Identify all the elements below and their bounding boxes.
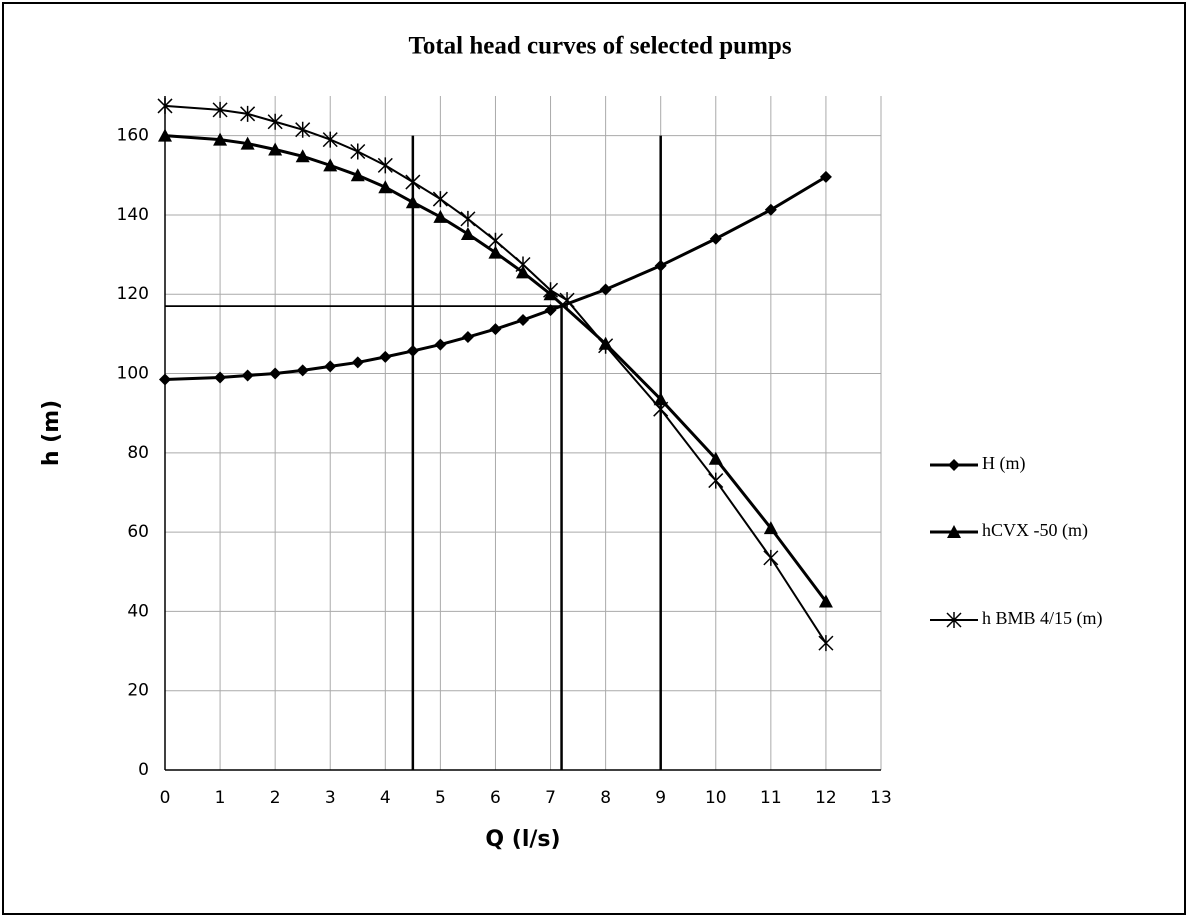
marker: [323, 158, 338, 172]
legend-marker: [948, 459, 960, 471]
marker: [764, 203, 777, 216]
marker: [350, 168, 365, 182]
marker: [461, 331, 474, 344]
marker: [819, 170, 832, 183]
y-tick-label: 0: [138, 760, 149, 780]
marker: [432, 191, 448, 208]
marker: [599, 283, 612, 296]
marker: [460, 226, 475, 240]
y-tick-label: 120: [117, 284, 149, 304]
x-tick-label: 2: [270, 788, 281, 808]
marker: [351, 356, 364, 369]
marker: [709, 232, 722, 245]
x-axis-label: Q (l/s): [485, 827, 560, 852]
marker: [543, 282, 559, 299]
x-tick-label: 3: [325, 788, 336, 808]
marker: [379, 350, 392, 363]
marker: [406, 344, 419, 357]
x-tick-label: 13: [870, 788, 892, 808]
marker: [487, 232, 503, 249]
marker: [544, 304, 557, 317]
marker: [159, 373, 171, 386]
marker: [295, 149, 310, 163]
y-axis-label: h (m): [39, 400, 64, 466]
y-tick-label: 140: [117, 205, 149, 225]
marker: [212, 101, 228, 118]
x-tick-label: 4: [380, 788, 391, 808]
marker: [559, 292, 575, 309]
marker: [295, 121, 311, 138]
marker: [269, 367, 282, 380]
y-tick-label: 20: [127, 681, 149, 701]
marker: [158, 128, 172, 142]
marker: [818, 594, 833, 608]
marker: [653, 401, 669, 418]
y-tick-label: 160: [117, 126, 149, 146]
y-tick-label: 100: [117, 364, 149, 384]
marker: [708, 451, 723, 465]
marker: [489, 323, 502, 336]
marker: [157, 97, 173, 114]
y-tick-label: 40: [127, 601, 149, 621]
legend-label: h BMB 4/15 (m): [982, 608, 1103, 629]
marker: [763, 521, 778, 535]
marker: [434, 338, 447, 351]
y-tick-label: 80: [127, 443, 149, 463]
marker: [488, 245, 503, 259]
x-tick-label: 0: [160, 788, 171, 808]
marker: [405, 195, 420, 209]
x-tick-label: 12: [815, 788, 837, 808]
marker: [517, 314, 529, 327]
legend-label: hCVX -50 (m): [982, 520, 1088, 541]
series-line: [164, 104, 827, 644]
chart-title: Total head curves of selected pumps: [408, 33, 791, 60]
marker: [378, 180, 393, 194]
marker: [405, 174, 421, 191]
marker: [268, 142, 283, 156]
x-tick-label: 11: [760, 788, 782, 808]
y-tick-label: 60: [127, 522, 149, 542]
x-tick-label: 9: [655, 788, 666, 808]
x-tick-label: 6: [490, 788, 501, 808]
marker: [350, 143, 366, 160]
marker: [763, 549, 779, 566]
marker: [433, 209, 448, 223]
marker: [460, 210, 476, 227]
marker: [818, 635, 834, 652]
marker: [241, 369, 254, 382]
marker: [654, 259, 667, 272]
marker: [515, 256, 531, 273]
legend-marker: [946, 612, 962, 628]
marker: [708, 472, 724, 489]
marker: [653, 392, 668, 406]
marker: [240, 136, 255, 150]
x-tick-label: 5: [435, 788, 446, 808]
x-tick-label: 7: [545, 788, 556, 808]
marker: [240, 105, 256, 122]
legend-label: H (m): [982, 453, 1026, 474]
x-tick-label: 10: [705, 788, 727, 808]
marker: [296, 364, 309, 377]
marker: [377, 157, 393, 174]
marker: [214, 371, 227, 384]
legend-marker: [947, 525, 961, 538]
x-tick-label: 1: [215, 788, 226, 808]
marker: [322, 131, 338, 148]
marker: [213, 132, 228, 146]
marker: [598, 337, 614, 354]
x-tick-label: 8: [600, 788, 611, 808]
marker: [324, 360, 337, 373]
marker: [267, 113, 283, 130]
